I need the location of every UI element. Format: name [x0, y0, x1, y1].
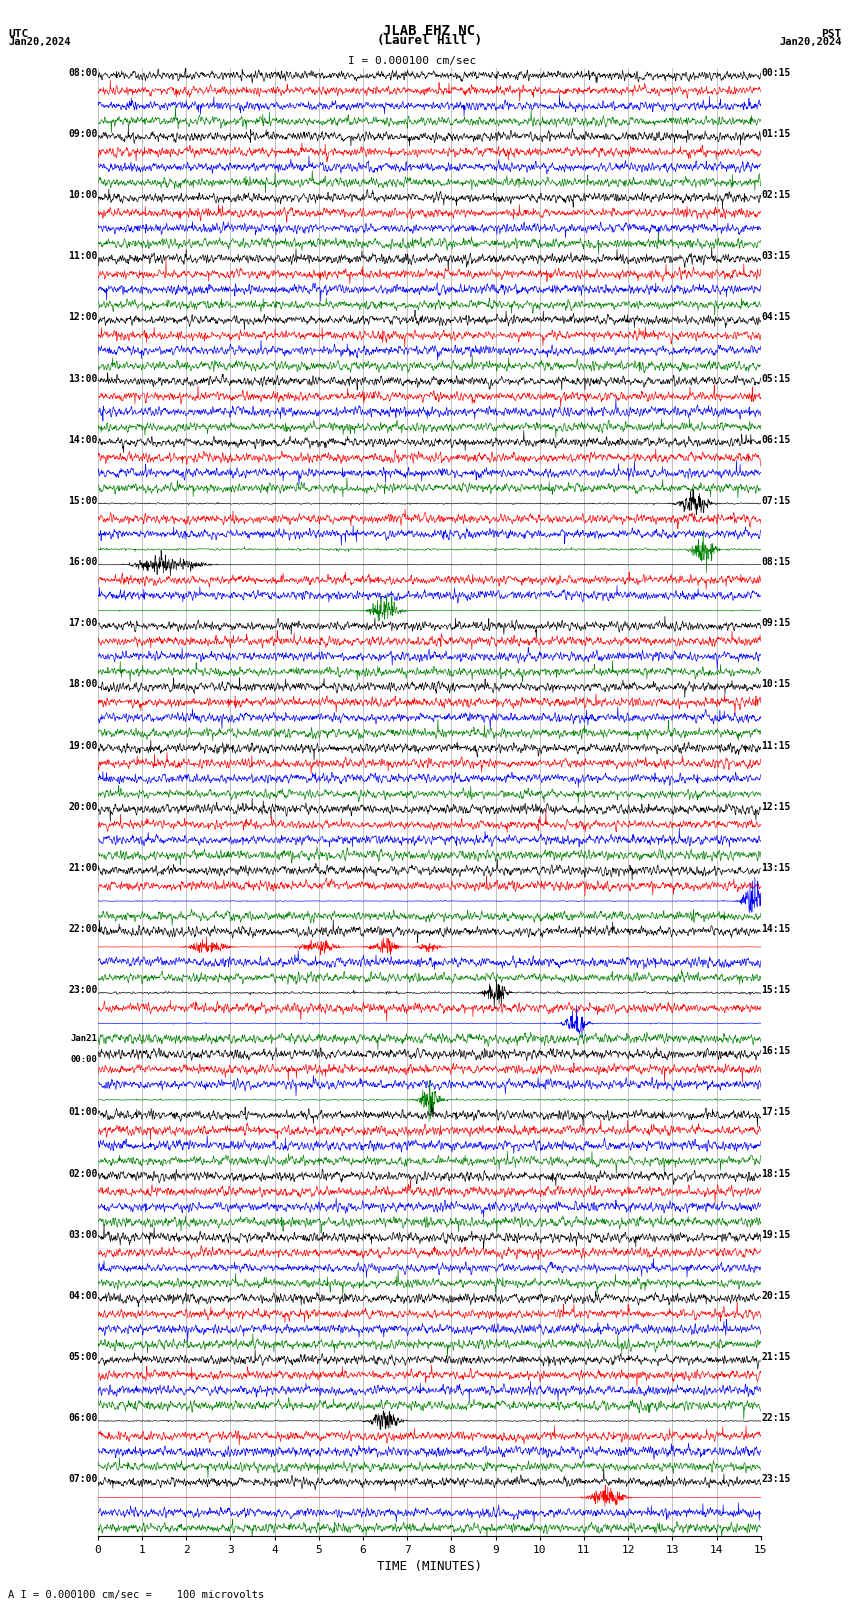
- Text: Jan21: Jan21: [71, 1034, 98, 1044]
- Text: 16:15: 16:15: [761, 1047, 790, 1057]
- Text: 21:00: 21:00: [68, 863, 98, 873]
- Text: 15:00: 15:00: [68, 495, 98, 506]
- Text: I = 0.000100 cm/sec: I = 0.000100 cm/sec: [348, 56, 476, 66]
- Text: 10:00: 10:00: [68, 190, 98, 200]
- Text: 03:00: 03:00: [68, 1229, 98, 1240]
- Text: 03:15: 03:15: [761, 252, 790, 261]
- Text: 18:00: 18:00: [68, 679, 98, 689]
- Text: 06:00: 06:00: [68, 1413, 98, 1423]
- Text: 22:00: 22:00: [68, 924, 98, 934]
- Text: JLAB EHZ NC: JLAB EHZ NC: [383, 24, 475, 37]
- Text: 07:15: 07:15: [761, 495, 790, 506]
- Text: 20:00: 20:00: [68, 802, 98, 811]
- Text: 18:15: 18:15: [761, 1168, 790, 1179]
- Text: 19:00: 19:00: [68, 740, 98, 750]
- Text: 14:15: 14:15: [761, 924, 790, 934]
- Text: 09:00: 09:00: [68, 129, 98, 139]
- Text: 00:00: 00:00: [71, 1055, 98, 1065]
- Text: 23:00: 23:00: [68, 986, 98, 995]
- Text: (Laurel Hill ): (Laurel Hill ): [377, 34, 482, 47]
- Text: 08:00: 08:00: [68, 68, 98, 77]
- Text: 02:00: 02:00: [68, 1168, 98, 1179]
- Text: 09:15: 09:15: [761, 618, 790, 627]
- Text: 16:00: 16:00: [68, 556, 98, 568]
- Text: 04:15: 04:15: [761, 313, 790, 323]
- Text: 23:15: 23:15: [761, 1474, 790, 1484]
- Text: 11:00: 11:00: [68, 252, 98, 261]
- Text: 17:15: 17:15: [761, 1108, 790, 1118]
- Text: 21:15: 21:15: [761, 1352, 790, 1361]
- Text: 07:00: 07:00: [68, 1474, 98, 1484]
- Text: Jan20,2024: Jan20,2024: [779, 37, 842, 47]
- Text: 12:15: 12:15: [761, 802, 790, 811]
- Text: 11:15: 11:15: [761, 740, 790, 750]
- Text: 19:15: 19:15: [761, 1229, 790, 1240]
- Text: 08:15: 08:15: [761, 556, 790, 568]
- Text: 17:00: 17:00: [68, 618, 98, 627]
- Text: 13:00: 13:00: [68, 374, 98, 384]
- Text: Jan20,2024: Jan20,2024: [8, 37, 71, 47]
- Text: 12:00: 12:00: [68, 313, 98, 323]
- Text: 14:00: 14:00: [68, 436, 98, 445]
- Text: 04:00: 04:00: [68, 1290, 98, 1302]
- Text: 22:15: 22:15: [761, 1413, 790, 1423]
- Text: PST: PST: [821, 29, 842, 39]
- Text: 01:15: 01:15: [761, 129, 790, 139]
- Text: 05:15: 05:15: [761, 374, 790, 384]
- Text: 15:15: 15:15: [761, 986, 790, 995]
- Text: 20:15: 20:15: [761, 1290, 790, 1302]
- Text: A I = 0.000100 cm/sec =    100 microvolts: A I = 0.000100 cm/sec = 100 microvolts: [8, 1590, 264, 1600]
- Text: UTC: UTC: [8, 29, 29, 39]
- Text: 00:15: 00:15: [761, 68, 790, 77]
- Text: 01:00: 01:00: [68, 1108, 98, 1118]
- Text: 10:15: 10:15: [761, 679, 790, 689]
- Text: 13:15: 13:15: [761, 863, 790, 873]
- Text: 02:15: 02:15: [761, 190, 790, 200]
- Text: 05:00: 05:00: [68, 1352, 98, 1361]
- Text: 06:15: 06:15: [761, 436, 790, 445]
- X-axis label: TIME (MINUTES): TIME (MINUTES): [377, 1560, 482, 1573]
